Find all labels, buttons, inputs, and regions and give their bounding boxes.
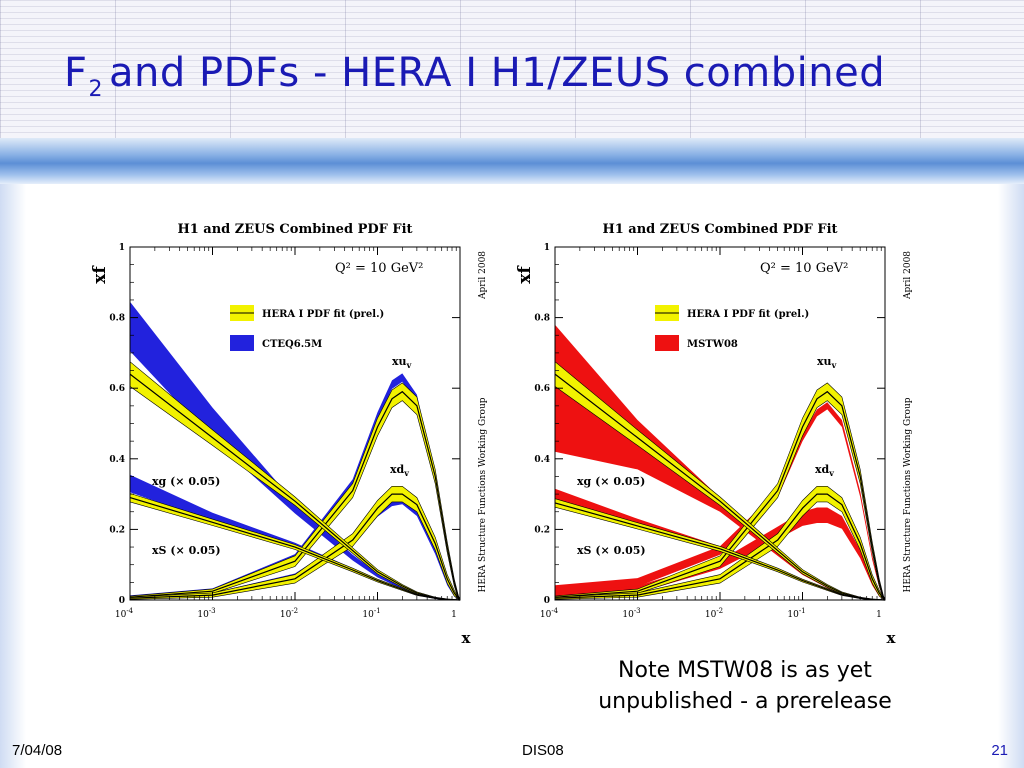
footer-conference: DIS08 xyxy=(522,742,564,759)
side-label-group: HERA Structure Functions Working Group xyxy=(478,397,488,592)
note-line-2: unpublished - a prerelease xyxy=(598,689,892,714)
x-tick-label: 10-1 xyxy=(362,607,380,620)
x-tick-label: 10-2 xyxy=(280,607,298,620)
xg-hera-line-hi xyxy=(129,361,461,601)
xuv-hera-line-mid xyxy=(554,390,886,601)
legend-swatch xyxy=(655,335,679,351)
x-axis-label: x xyxy=(887,629,897,647)
xS-hera-line-hi xyxy=(554,498,886,601)
left-edge-gradient xyxy=(0,184,26,768)
xuv-hera-line-lo xyxy=(129,400,461,601)
curve-label-xg: xg (× 0.05) xyxy=(152,475,220,488)
y-tick-label: 0.2 xyxy=(109,525,125,535)
y-tick-label: 0.8 xyxy=(534,314,550,324)
y-tick-label: 1 xyxy=(119,243,125,253)
slide-title: F2 and PDFs - HERA I H1/ZEUS combined xyxy=(64,50,886,102)
title-subscript: 2 xyxy=(88,77,104,102)
note-line-1: Note MSTW08 is as yet xyxy=(618,658,872,683)
xuv-alt-band xyxy=(130,373,460,600)
x-tick-label: 10-4 xyxy=(115,607,134,620)
title-rest: and PDFs - HERA I H1/ZEUS combined xyxy=(109,50,886,96)
curve-label-xuv: xuv xyxy=(392,355,412,370)
xdv-hera-line-lo xyxy=(554,501,886,601)
curve-label-xs: xS (× 0.05) xyxy=(152,544,221,557)
x-tick-label: 10-2 xyxy=(705,607,723,620)
legend-label: HERA I PDF fit (prel.) xyxy=(687,309,809,320)
side-label-date: April 2008 xyxy=(903,251,913,300)
x-tick-label: 10-4 xyxy=(540,607,559,620)
xdv-hera-line-mid xyxy=(129,493,461,601)
x-tick-label: 1 xyxy=(876,610,882,620)
curve-label-xdv: xdv xyxy=(390,463,409,478)
xg-hera-line-hi xyxy=(554,361,886,601)
curve-label-xuv: xuv xyxy=(817,355,837,370)
x-tick-label: 1 xyxy=(451,610,457,620)
legend-label: CTEQ6.5M xyxy=(262,339,322,350)
x-tick-label: 10-3 xyxy=(622,607,640,620)
curve-label-xdv: xdv xyxy=(815,463,834,478)
xuv-hera-line-mid xyxy=(129,390,461,601)
y-tick-label: 0 xyxy=(119,596,125,606)
y-axis-label: xf xyxy=(90,265,110,284)
chart-title: H1 and ZEUS Combined PDF Fit xyxy=(177,222,412,237)
note-text: Note MSTW08 is as yet unpublished - a pr… xyxy=(580,655,910,717)
xdv-hera-line-hi xyxy=(129,485,461,601)
legend-swatch xyxy=(230,335,254,351)
x-tick-label: 10-1 xyxy=(787,607,805,620)
y-tick-label: 0.6 xyxy=(534,384,550,394)
right-edge-gradient xyxy=(998,184,1024,768)
curve-label-xs: xS (× 0.05) xyxy=(577,544,646,557)
pdf-chart-cteq: 10-4 10-3 10-2 10-1 1 0 0.2 0.4 0.6 0.8 1 H1 and ZE… xyxy=(90,205,495,650)
chart-title: H1 and ZEUS Combined PDF Fit xyxy=(602,222,837,237)
y-tick-label: 0.8 xyxy=(109,314,125,324)
q2-annotation: Q² = 10 GeV² xyxy=(760,261,848,276)
x-axis-label: x xyxy=(462,629,472,647)
side-label-group: HERA Structure Functions Working Group xyxy=(903,397,913,592)
side-label-date: April 2008 xyxy=(478,251,488,300)
pdf-chart-mstw: 10-4 10-3 10-2 10-1 1 0 0.2 0.4 0.6 0.8 1 H1 and ZE… xyxy=(515,205,920,650)
header-background xyxy=(0,0,1024,150)
y-tick-label: 0 xyxy=(544,596,550,606)
y-tick-label: 1 xyxy=(544,243,550,253)
xuv-hera-band xyxy=(130,382,460,600)
xuv-hera-line-lo xyxy=(554,400,886,601)
y-tick-label: 0.2 xyxy=(534,525,550,535)
xuv-hera-line-hi xyxy=(129,382,461,601)
curve-label-xg: xg (× 0.05) xyxy=(577,475,645,488)
xdv-hera-band xyxy=(555,486,885,600)
title-f: F xyxy=(64,50,88,96)
y-tick-label: 0.4 xyxy=(109,455,125,465)
y-tick-label: 0.6 xyxy=(109,384,125,394)
x-tick-label: 10-3 xyxy=(197,607,215,620)
footer-page-number: 21 xyxy=(991,742,1008,759)
y-tick-label: 0.4 xyxy=(534,455,550,465)
xS-hera-line-hi xyxy=(129,493,461,601)
footer-date: 7/04/08 xyxy=(12,742,63,759)
xdv-hera-line-hi xyxy=(554,485,886,601)
xdv-hera-line-lo xyxy=(129,501,461,601)
y-axis-label: xf xyxy=(515,265,535,284)
legend-label: MSTW08 xyxy=(687,339,738,350)
xdv-alt-band xyxy=(555,507,885,600)
xdv-hera-line-mid xyxy=(554,493,886,601)
xg-alt-band xyxy=(555,324,885,600)
legend-label: HERA I PDF fit (prel.) xyxy=(262,309,384,320)
title-underline-bar xyxy=(0,138,1024,184)
q2-annotation: Q² = 10 GeV² xyxy=(335,261,423,276)
xdv-hera-band xyxy=(130,486,460,600)
xuv-hera-band xyxy=(555,382,885,600)
xuv-hera-line-hi xyxy=(554,382,886,601)
